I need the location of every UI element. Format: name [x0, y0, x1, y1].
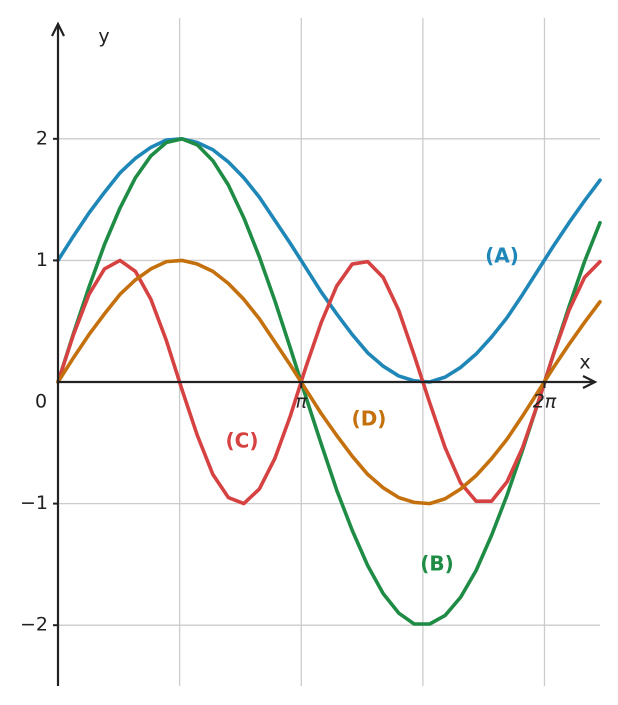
y-axis-arrow	[51, 21, 65, 37]
curve-label: (D)	[352, 407, 387, 431]
curve	[56, 258, 602, 506]
x-axis-label: x	[579, 352, 590, 374]
grid	[58, 18, 600, 686]
y-tick-label: −2	[20, 614, 48, 636]
curve-label: (A)	[485, 244, 519, 268]
x-tick-label: 2π	[533, 391, 557, 413]
curve	[56, 137, 602, 626]
x-tick-label: π	[296, 391, 308, 413]
curves	[56, 137, 602, 626]
y-tick-label: 1	[36, 249, 48, 271]
y-tick-label: 2	[36, 127, 48, 149]
curve	[56, 258, 602, 506]
curve-label: (C)	[226, 429, 259, 453]
y-tick-label: −1	[20, 492, 48, 514]
curve-label: (B)	[420, 552, 454, 576]
y-axis-label: y	[98, 26, 109, 48]
x-axis-arrow	[582, 375, 598, 389]
y-tick-label: 0	[35, 391, 47, 413]
